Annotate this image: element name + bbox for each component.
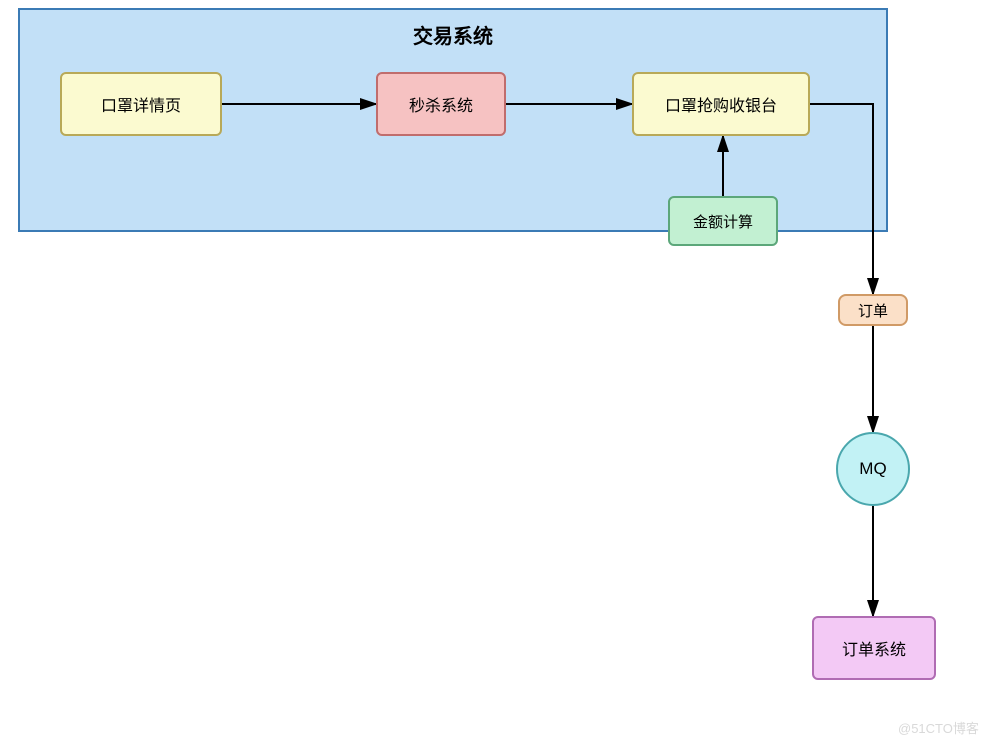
flowchart-diagram: 交易系统 口罩详情页 秒杀系统 口罩抢购收银台金额计算订单 MQ 订单系统 @51CTO… bbox=[0, 0, 995, 734]
node-label: 订单系统 bbox=[842, 636, 906, 660]
node-label: MQ bbox=[859, 459, 886, 479]
node-label: 金额计算 bbox=[693, 211, 753, 232]
node-label: 订单 bbox=[858, 300, 888, 321]
node-detail: 口罩详情页 bbox=[60, 72, 222, 136]
node-amount: 金额计算 bbox=[668, 196, 778, 246]
node-label: 口罩详情页 bbox=[101, 92, 181, 116]
watermark: @51CTO博客 bbox=[898, 718, 979, 737]
node-cashier: 口罩抢购收银台 bbox=[632, 72, 810, 136]
node-seckill: 秒杀系统 bbox=[376, 72, 506, 136]
node-order: 订单 bbox=[838, 294, 908, 326]
node-label: 口罩抢购收银台 bbox=[665, 92, 777, 116]
container-title: 交易系统 bbox=[18, 20, 888, 49]
node-label: 秒杀系统 bbox=[409, 92, 473, 116]
node-ordersys: 订单系统 bbox=[812, 616, 936, 680]
node-mq: MQ bbox=[836, 432, 910, 506]
